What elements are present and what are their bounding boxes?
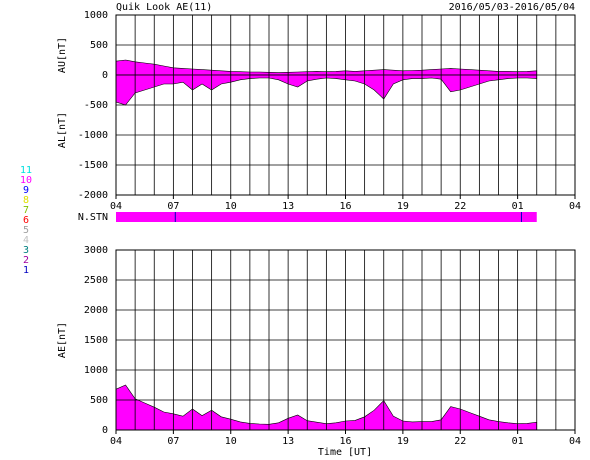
x-tick-label: 19 bbox=[397, 436, 409, 447]
area bbox=[115, 74, 538, 106]
y-tick-label: 0 bbox=[102, 70, 108, 81]
station-legend: 2 bbox=[23, 255, 29, 266]
y-tick-label: 1500 bbox=[84, 335, 108, 346]
x-tick-label: 04 bbox=[110, 436, 122, 447]
y-axis-label: AL[nT] bbox=[57, 112, 68, 148]
y-tick-label: 2500 bbox=[84, 275, 108, 286]
area bbox=[115, 384, 538, 431]
station-legend: 7 bbox=[23, 205, 29, 216]
station-legend: 10 bbox=[20, 175, 32, 186]
date-range: 2016/05/03-2016/05/04 bbox=[449, 2, 575, 13]
station-legend: 5 bbox=[23, 225, 29, 236]
plot-frame bbox=[115, 249, 576, 431]
station-bar bbox=[116, 212, 537, 222]
area bbox=[115, 59, 538, 76]
x-tick-label: 04 bbox=[569, 436, 581, 447]
x-tick-label: 10 bbox=[225, 201, 237, 212]
y-tick-label: 1000 bbox=[84, 10, 108, 21]
x-tick-label: 19 bbox=[397, 201, 409, 212]
station-bar-label: N.STN bbox=[78, 212, 108, 223]
y-tick-label: 1000 bbox=[84, 365, 108, 376]
x-tick-label: 04 bbox=[110, 201, 122, 212]
x-tick-label: 07 bbox=[167, 201, 179, 212]
x-tick-label: 13 bbox=[282, 436, 294, 447]
y-tick-label: 500 bbox=[90, 395, 108, 406]
y-tick-label: 500 bbox=[90, 40, 108, 51]
station-legend: 9 bbox=[23, 185, 29, 196]
station-legend: 4 bbox=[23, 235, 29, 246]
station-legend: 8 bbox=[23, 195, 29, 206]
y-axis-label: AE[nT] bbox=[57, 322, 68, 358]
x-tick-label: 01 bbox=[512, 436, 524, 447]
x-tick-label: 16 bbox=[339, 436, 351, 447]
y-tick-label: 0 bbox=[102, 425, 108, 436]
y-tick-label: -1500 bbox=[78, 160, 108, 171]
y-tick-label: 2000 bbox=[84, 305, 108, 316]
x-axis-label: Time [UT] bbox=[318, 447, 372, 458]
station-legend: 11 bbox=[20, 165, 32, 176]
x-tick-label: 04 bbox=[569, 201, 581, 212]
x-tick-label: 10 bbox=[225, 436, 237, 447]
x-tick-label: 22 bbox=[454, 436, 466, 447]
station-legend: 6 bbox=[23, 215, 29, 226]
y-tick-label: -1000 bbox=[78, 130, 108, 141]
station-legend: 1 bbox=[23, 265, 29, 276]
x-tick-label: 07 bbox=[167, 436, 179, 447]
y-tick-label: -500 bbox=[84, 100, 108, 111]
y-axis-label: AU[nT] bbox=[57, 37, 68, 73]
chart-title: Quik Look AE(11) bbox=[116, 2, 212, 13]
plot-frame bbox=[115, 14, 576, 196]
x-tick-label: 01 bbox=[512, 201, 524, 212]
station-legend: 3 bbox=[23, 245, 29, 256]
y-tick-label: -2000 bbox=[78, 190, 108, 201]
y-tick-label: 3000 bbox=[84, 245, 108, 256]
x-tick-label: 16 bbox=[339, 201, 351, 212]
x-tick-label: 13 bbox=[282, 201, 294, 212]
x-tick-label: 22 bbox=[454, 201, 466, 212]
